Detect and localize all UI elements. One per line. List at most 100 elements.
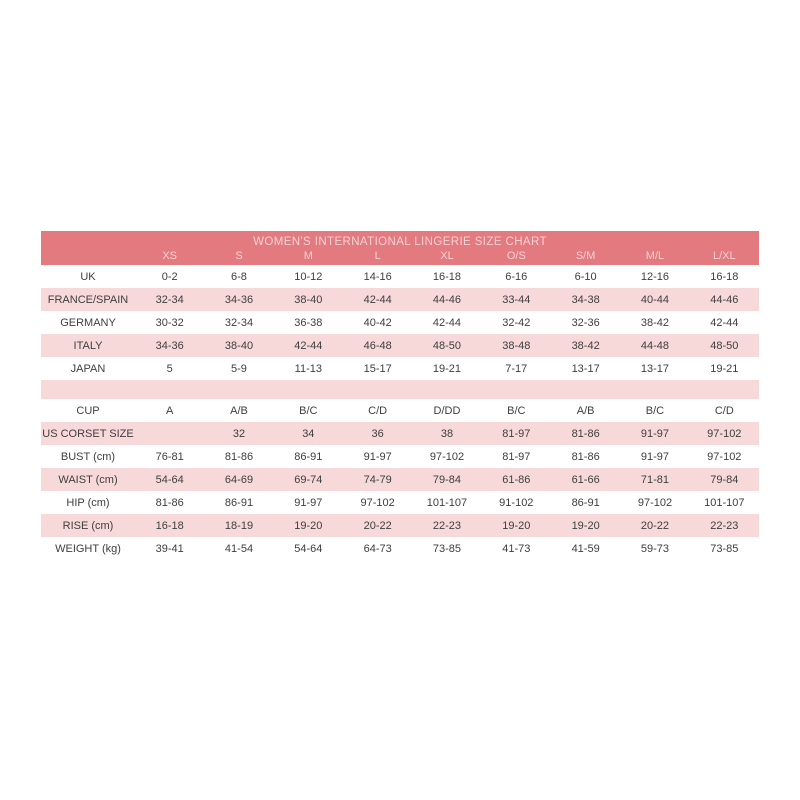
table-cell: 81-97	[502, 450, 531, 463]
corner-cell	[41, 248, 135, 265]
table-cell: 32-34	[224, 316, 254, 329]
table-cell: 91-97	[640, 427, 670, 440]
table-cell: 16-18	[710, 270, 739, 283]
table-cell	[135, 380, 204, 399]
table-cell: 22-23	[432, 519, 462, 532]
table-row-rise-cm-: RISE (cm) 16-18 18-19 19-20 20-22 22-23 19-20 1…	[41, 514, 759, 537]
table-cell: 34-36	[155, 339, 184, 352]
table-cell: 19-20	[502, 519, 531, 532]
column-header-l-xl: L/XL	[689, 248, 759, 265]
table-cell: 11-13	[294, 362, 322, 375]
table-cell	[274, 380, 343, 399]
table-cell: 59-73	[640, 542, 670, 555]
table-cell: 61-86	[502, 473, 531, 486]
row-label: GERMANY	[60, 316, 116, 329]
row-label: JAPAN	[70, 362, 106, 375]
table-cell: 20-22	[363, 519, 392, 532]
row-label: UK	[80, 270, 96, 283]
table-cell: 40-44	[640, 293, 670, 306]
table-cell: 13-17	[640, 362, 670, 375]
table-cell: 86-91	[224, 496, 254, 509]
table-cell: 0-2	[161, 270, 178, 283]
table-cell: 61-66	[571, 473, 600, 486]
table-cell: 33-44	[502, 293, 531, 306]
table-cell: 73-85	[710, 542, 739, 555]
column-header-o-s: O/S	[481, 248, 551, 265]
column-header-row: XS S M L XL O/S S/M M/L L/XL	[41, 248, 759, 265]
table-cell: 69-74	[294, 473, 323, 486]
table-cell: 34-36	[224, 293, 254, 306]
table-cell: 74-79	[363, 473, 392, 486]
table-cell: A/B	[230, 404, 248, 417]
table-row-italy: ITALY 34-36 38-40 42-44 46-48 48-50 38-48 38-42…	[41, 334, 759, 357]
table-cell: 34	[302, 427, 315, 440]
table-cell	[412, 380, 481, 399]
table-cell: 39-41	[155, 542, 184, 555]
table-cell: 7-17	[505, 362, 528, 375]
table-cell: 32	[232, 427, 246, 440]
table-cell: 16-18	[432, 270, 462, 283]
table-cell: 71-81	[640, 473, 670, 486]
table-cell: 91-97	[294, 496, 323, 509]
table-cell: 22-23	[710, 519, 739, 532]
table-cell: A	[165, 404, 174, 417]
table-cell	[204, 380, 273, 399]
table-cell	[690, 380, 759, 399]
table-cell: 41-54	[224, 542, 254, 555]
table-cell: 32-42	[502, 316, 531, 329]
table-cell: 38-48	[502, 339, 531, 352]
column-header-xs: XS	[135, 248, 205, 265]
table-cell: 81-86	[571, 427, 600, 440]
table-cell: 18-19	[224, 519, 254, 532]
table-cell: 42-44	[363, 293, 392, 306]
table-cell: 36	[371, 427, 384, 440]
table-row-weight-kg-: WEIGHT (kg) 39-41 41-54 54-64 64-73 73-85 41-7…	[41, 537, 759, 560]
separator-row	[41, 380, 759, 399]
column-header-s-m: S/M	[550, 248, 621, 265]
table-cell: 38-42	[571, 339, 600, 352]
column-header-m: M	[273, 248, 343, 265]
size-chart-body: UK 0-2 6-8 10-12 14-16 16-18 6-16 6-10 12-16 16-1…	[41, 265, 759, 560]
table-cell: 6-16	[505, 270, 528, 283]
table-cell: 42-44	[710, 316, 739, 329]
table-cell: 19-21	[432, 362, 462, 375]
table-cell	[620, 380, 689, 399]
table-cell: 97-102	[707, 450, 742, 463]
table-cell: 48-50	[432, 339, 462, 352]
table-cell: 81-86	[571, 450, 600, 463]
table-cell	[551, 380, 620, 399]
table-cell: 44-48	[640, 339, 670, 352]
table-cell: 5-9	[231, 362, 247, 375]
table-cell: 76-81	[155, 450, 184, 463]
table-cell: 20-22	[640, 519, 670, 532]
table-row-germany: GERMANY 30-32 32-34 36-38 40-42 42-44 32-42 32-…	[41, 311, 759, 334]
table-cell: 54-64	[294, 542, 323, 555]
table-cell: 6-10	[574, 270, 597, 283]
table-cell: 64-73	[363, 542, 392, 555]
table-cell: B/C	[299, 404, 318, 417]
row-label: RISE (cm)	[62, 519, 114, 532]
table-cell: 81-86	[224, 450, 254, 463]
table-cell	[343, 380, 412, 399]
table-cell: 38	[440, 427, 454, 440]
table-cell	[482, 380, 551, 399]
table-row-us-corset-size: US CORSET SIZE 32 34 36 38 81-97 81-86 91-97 97-…	[41, 422, 759, 445]
table-cell: 13-17	[571, 362, 600, 375]
row-label: CUP	[76, 404, 100, 417]
row-label: US CORSET SIZE	[42, 427, 134, 440]
table-cell: 91-97	[640, 450, 670, 463]
table-cell: 97-102	[707, 427, 742, 440]
table-cell: 86-91	[571, 496, 600, 509]
table-cell: 79-84	[710, 473, 739, 486]
table-cell: 41-73	[502, 542, 531, 555]
table-cell: 19-20	[294, 519, 323, 532]
table-cell: 40-42	[363, 316, 392, 329]
table-row-waist-cm-: WAIST (cm) 54-64 64-69 69-74 74-79 79-84 61-86…	[41, 468, 759, 491]
table-cell: 10-12	[294, 270, 323, 283]
table-cell: 91-97	[363, 450, 392, 463]
table-cell: 91-102	[499, 496, 534, 509]
table-cell: 81-97	[502, 427, 531, 440]
title-row: WOMEN'S INTERNATIONAL LINGERIE SIZE CHAR…	[41, 231, 759, 248]
table-cell: 86-91	[294, 450, 323, 463]
table-row-hip-cm-: HIP (cm) 81-86 86-91 91-97 97-102 101-107 91-1…	[41, 491, 759, 514]
